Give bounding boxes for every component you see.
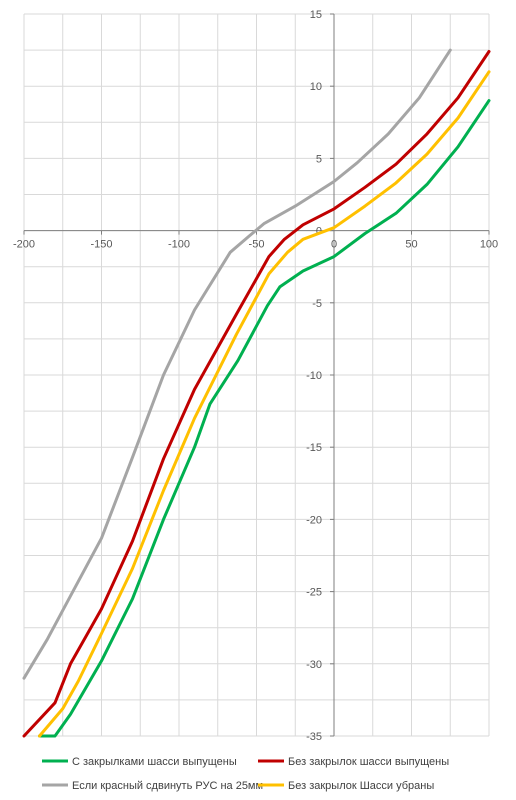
x-tick-labels: -200 -150 -100 -50 0 50 100 [13,239,498,251]
y-tick-label: 0 [316,226,322,238]
y-tick-label: 15 [310,9,322,21]
y-tick-label: -20 [306,514,322,526]
y-tick-label: -5 [312,298,322,310]
x-tick-label: 0 [331,239,337,251]
x-tick-label: -200 [13,239,35,251]
y-tick-label: 5 [316,153,322,165]
series-lines [22,48,491,738]
y-tick-labels: 15 10 5 0 -5 -10 -15 -20 -25 -30 -35 [306,9,322,743]
x-tick-label: -150 [90,239,112,251]
x-tick-label: 50 [405,239,417,251]
y-tick-label: -25 [306,587,322,599]
y-tick-label: -30 [306,659,322,671]
y-tick-label: -10 [306,370,322,382]
legend-label: Если красный сдвинуть РУС на 25мм [72,780,263,792]
legend-label: Без закрылок шасси выпущены [288,756,449,768]
y-tick-label: -35 [306,731,322,743]
legend: С закрылками шасси выпущены Без закрылок … [42,756,449,792]
series-line-4 [38,70,491,738]
series-line-3 [22,48,452,680]
x-tick-label: -50 [249,239,265,251]
legend-label: Без закрылок Шасси убраны [288,780,434,792]
x-tick-label: -100 [168,239,190,251]
grid-lines [23,13,490,737]
x-tick-label: 100 [480,239,498,251]
series-line-1 [38,99,491,738]
y-tick-label: 10 [310,81,322,93]
y-tick-label: -15 [306,442,322,454]
legend-label: С закрылками шасси выпущены [72,756,237,768]
series-line-2 [22,50,491,738]
